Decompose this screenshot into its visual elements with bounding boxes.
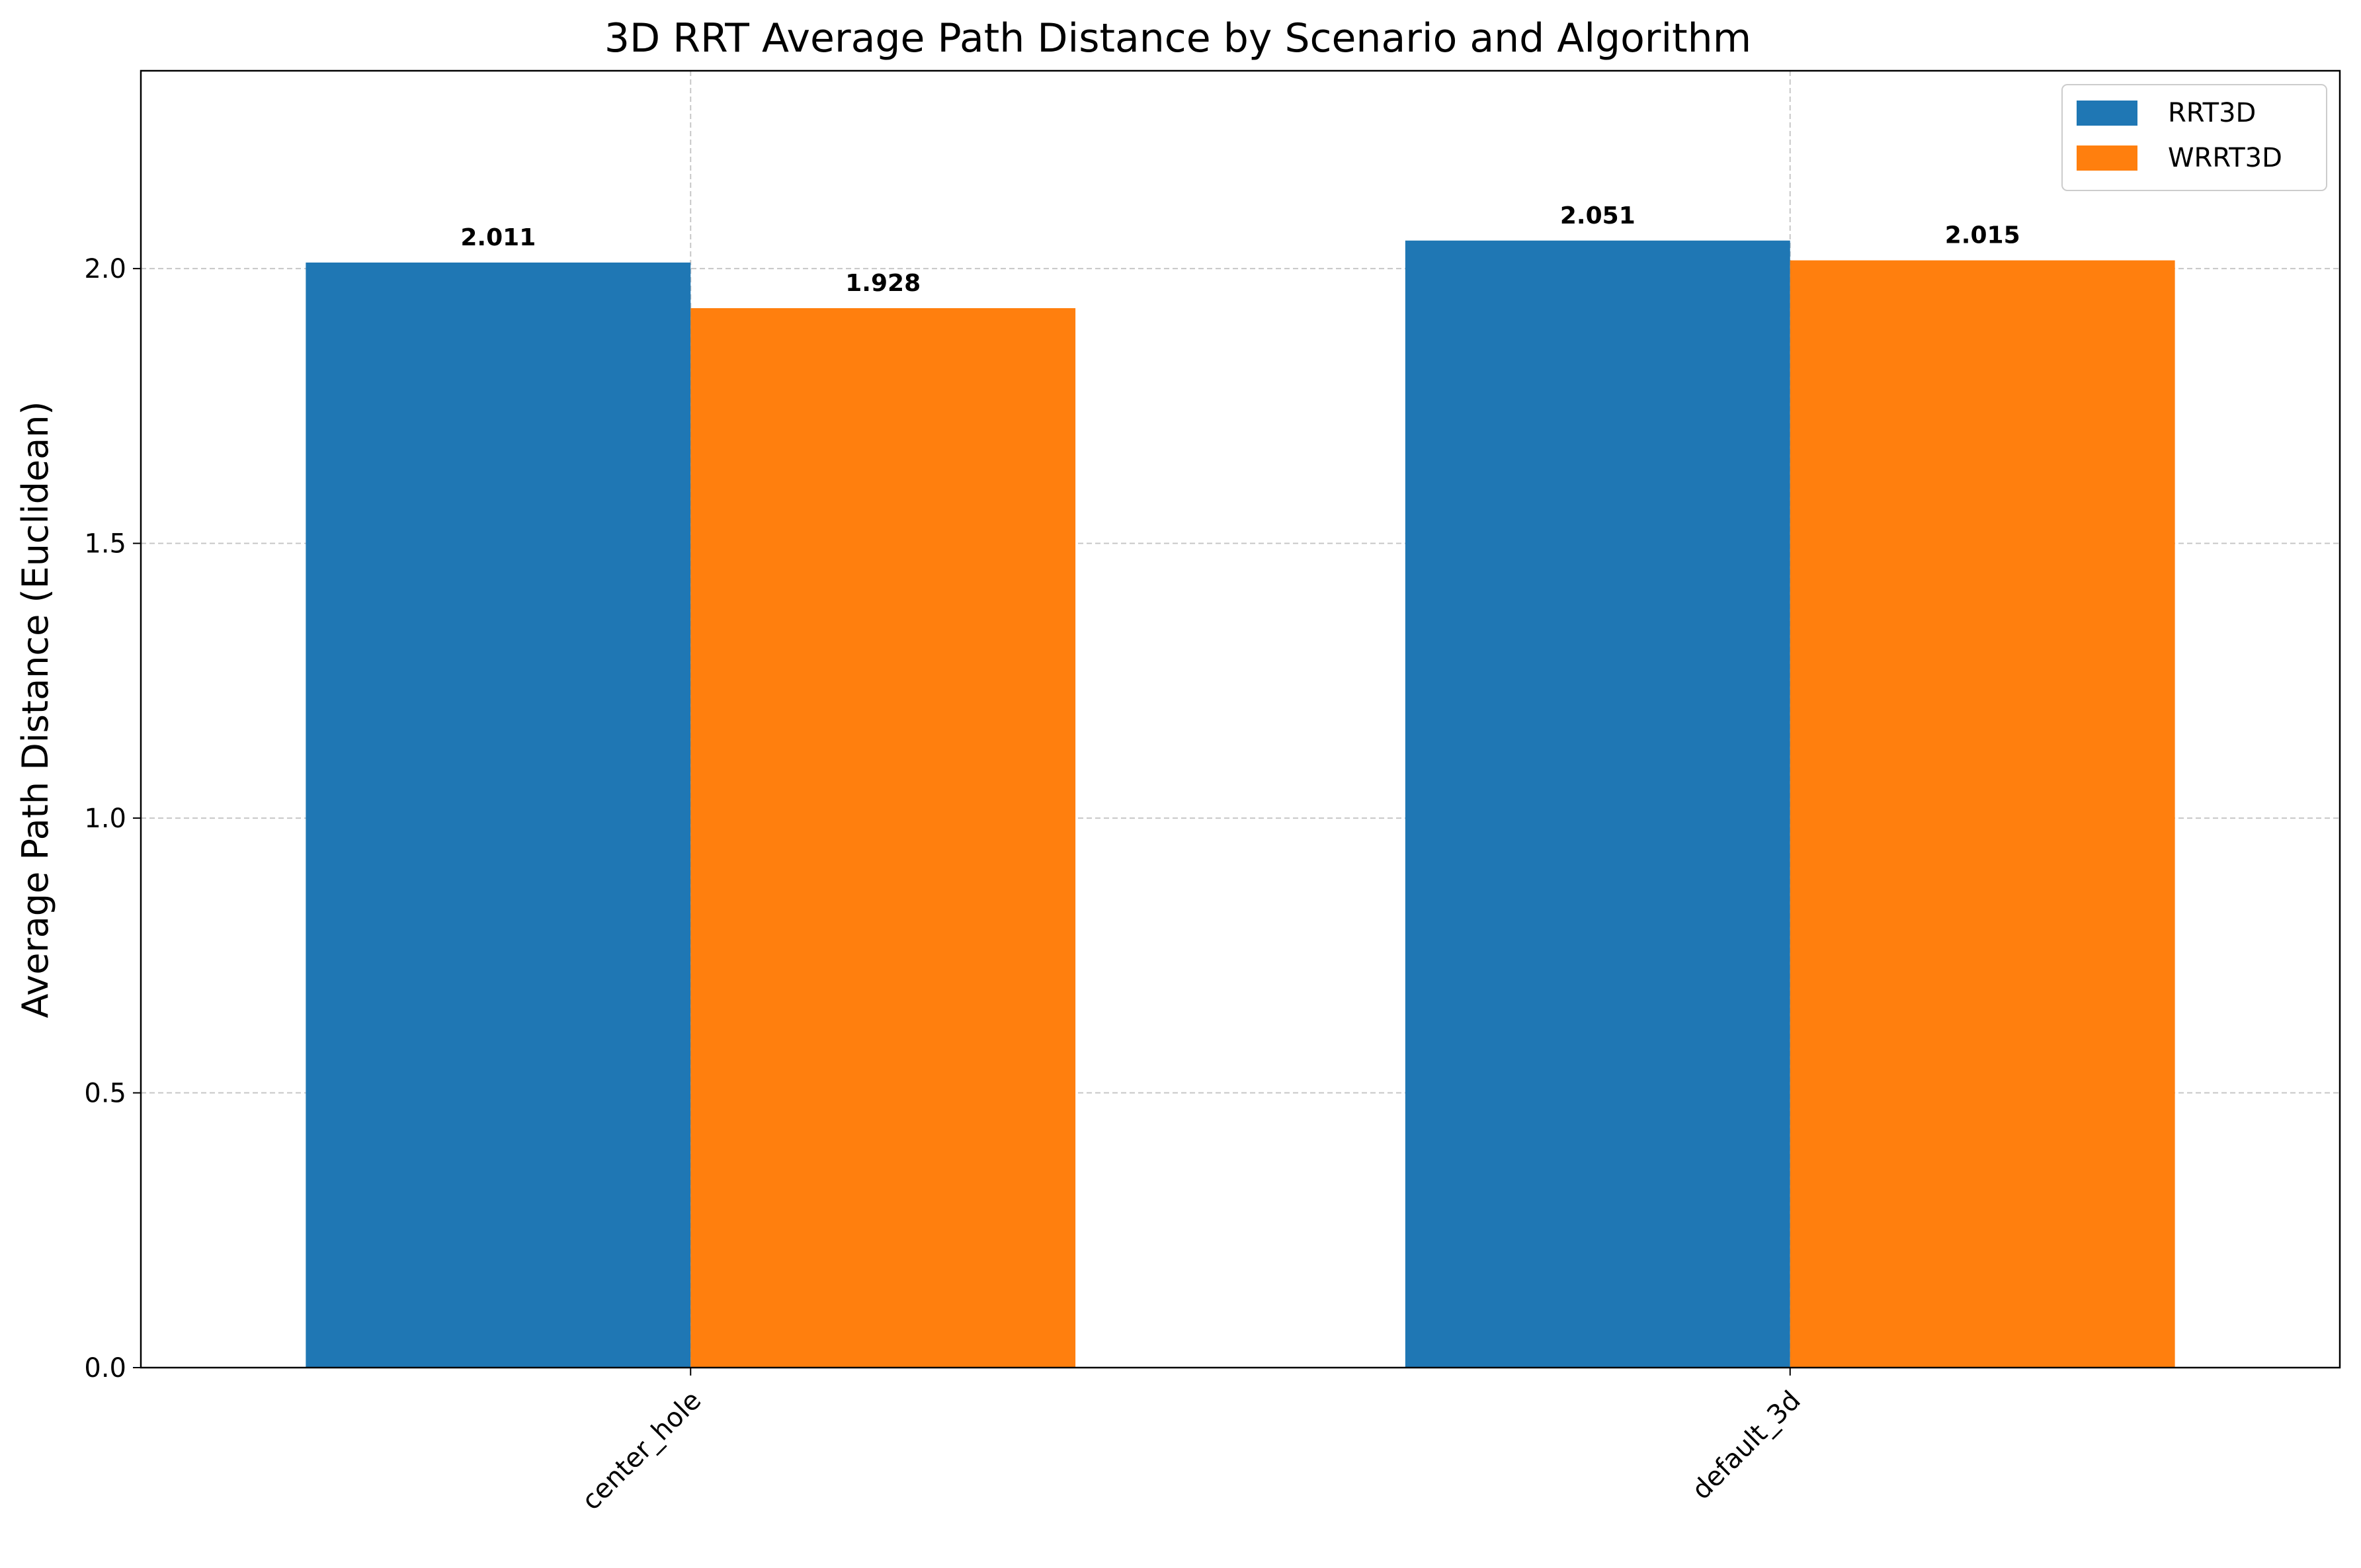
y-tick-label: 0.5 (84, 1079, 126, 1109)
y-axis-label: Average Path Distance (Euclidean) (15, 401, 56, 1018)
bar-RRT3D-center_hole (306, 262, 691, 1368)
bar-value-label: 2.015 (1945, 222, 2020, 249)
axes (140, 69, 2341, 1369)
y-tick-label: 1.5 (84, 529, 126, 559)
chart-title: 3D RRT Average Path Distance by Scenario… (604, 15, 1751, 62)
bars (306, 240, 2175, 1368)
y-tick-label: 2.0 (84, 254, 126, 284)
bar-value-label: 2.051 (1560, 202, 1636, 229)
bar-WRRT3D-center_hole (690, 308, 1076, 1368)
y-tick-labels: 0.0 0.5 1.0 1.5 2.0 (84, 254, 141, 1383)
bar-value-labels: 2.011 2.051 1.928 2.015 (460, 202, 2020, 297)
bar-WRRT3D-default_3d (1790, 260, 2175, 1368)
legend-label: WRRT3D (2168, 143, 2282, 173)
bar-RRT3D-default_3d (1405, 240, 1790, 1368)
legend-swatch (2077, 101, 2137, 126)
y-tick-label: 0.0 (84, 1353, 126, 1383)
legend-label: RRT3D (2168, 98, 2256, 128)
bar-value-label: 1.928 (845, 270, 921, 297)
legend-swatch (2077, 145, 2137, 171)
bar-value-label: 2.011 (460, 224, 536, 251)
y-tick-label: 1.0 (84, 804, 126, 834)
legend: RRT3D WRRT3D (2061, 84, 2327, 191)
plot-frame (140, 69, 2341, 1369)
